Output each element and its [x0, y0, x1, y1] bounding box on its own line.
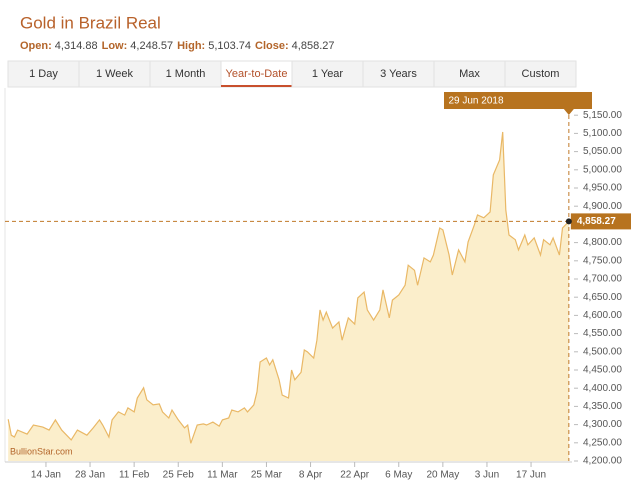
tab-label[interactable]: Year-to-Date	[226, 68, 288, 80]
line	[7, 131, 570, 444]
stat-value: 5,103.74	[208, 40, 251, 52]
tab-label[interactable]: 1 Day	[29, 68, 58, 80]
stat-label: Close:	[255, 40, 289, 52]
x-tick-label: 20 May	[426, 470, 459, 481]
y-tick-label: 4,600.00	[583, 310, 622, 321]
y-tick-label: 4,750.00	[583, 255, 622, 266]
x-tick-label: 8 Apr	[299, 470, 323, 481]
y-tick-label: 4,800.00	[583, 237, 622, 248]
date-tooltip-pointer	[563, 109, 574, 115]
value-tooltip-label: 4,858.27	[577, 216, 616, 227]
tab[interactable]	[291, 60, 364, 88]
y-tick-label: 4,400.00	[583, 383, 622, 394]
y-tick-label: 5,000.00	[583, 164, 622, 175]
watermark: BullionStar.com	[10, 446, 73, 456]
tabs: 1 Day 1 Week 1 Month Year-to-Date 1 Year 3 Ye…	[7, 60, 577, 88]
x-tick-label: 17 Jun	[516, 470, 546, 481]
stat-label: Low:	[102, 40, 128, 52]
chart-title: Gold in Brazil Real	[20, 13, 161, 32]
x-tick-label: 11 Mar	[207, 470, 238, 481]
tab[interactable]	[362, 60, 435, 88]
y-tick-label: 4,300.00	[583, 419, 622, 430]
y-tick-label: 4,350.00	[583, 401, 622, 412]
tab-underline	[221, 85, 292, 87]
y-tick-label: 4,700.00	[583, 274, 622, 285]
stat-label: High:	[177, 40, 205, 52]
x-tick-label: 22 Apr	[340, 470, 370, 481]
x-tick-label: 28 Jan	[75, 470, 105, 481]
y-tick-label: 4,500.00	[583, 346, 622, 357]
y-tick-label: 4,550.00	[583, 328, 622, 339]
x-tick-label: 14 Jan	[31, 470, 61, 481]
y-tick-label: 4,950.00	[583, 183, 622, 194]
tab[interactable]	[7, 60, 80, 88]
x-tick-label: 25 Mar	[251, 470, 283, 481]
x-tick-label: 11 Feb	[119, 470, 150, 481]
y-tick-label: 4,900.00	[583, 201, 622, 212]
area	[8, 132, 569, 461]
tab[interactable]	[504, 60, 577, 88]
stat-value: 4,314.88	[55, 40, 98, 52]
stat-value: 4,248.57	[130, 40, 173, 52]
x-tick-label: 25 Feb	[163, 470, 195, 481]
tab[interactable]	[149, 60, 222, 88]
y-tick-label: 4,250.00	[583, 437, 622, 448]
date-tooltip	[444, 92, 592, 109]
tab-label[interactable]: 3 Years	[380, 68, 417, 80]
tab[interactable]	[78, 60, 151, 88]
x-tick-label: 3 Jun	[475, 470, 499, 481]
crosshair-dot	[565, 218, 572, 225]
y-tick-label: 5,100.00	[583, 128, 622, 139]
y-tick-label: 4,650.00	[583, 292, 622, 303]
stats-line: Open: 4,314.88 Low: 4,248.57 High: 5,103.74 Cl…	[20, 40, 335, 52]
tab-label[interactable]: Custom	[522, 68, 560, 80]
tab-label[interactable]: Max	[459, 68, 480, 80]
y-tick-label: 5,050.00	[583, 146, 622, 157]
y-tick-label: 5,150.00	[583, 110, 622, 121]
tab-label[interactable]: 1 Year	[312, 68, 344, 80]
y-tick-label: 4,200.00	[583, 456, 622, 467]
plot: 4,200.00 4,250.00 4,300.00 4,350.00 4,400.00…	[4, 88, 631, 481]
x-tick-label: 6 May	[385, 470, 412, 481]
stat-label: Open:	[20, 40, 52, 52]
y-tick-label: 4,450.00	[583, 365, 622, 376]
tab-label[interactable]: 1 Month	[166, 68, 206, 80]
stat-value: 4,858.27	[292, 40, 335, 52]
value-tooltip	[570, 213, 631, 230]
date-tooltip-label: 29 Jun 2018	[448, 96, 503, 107]
tab-label[interactable]: 1 Week	[96, 68, 134, 80]
